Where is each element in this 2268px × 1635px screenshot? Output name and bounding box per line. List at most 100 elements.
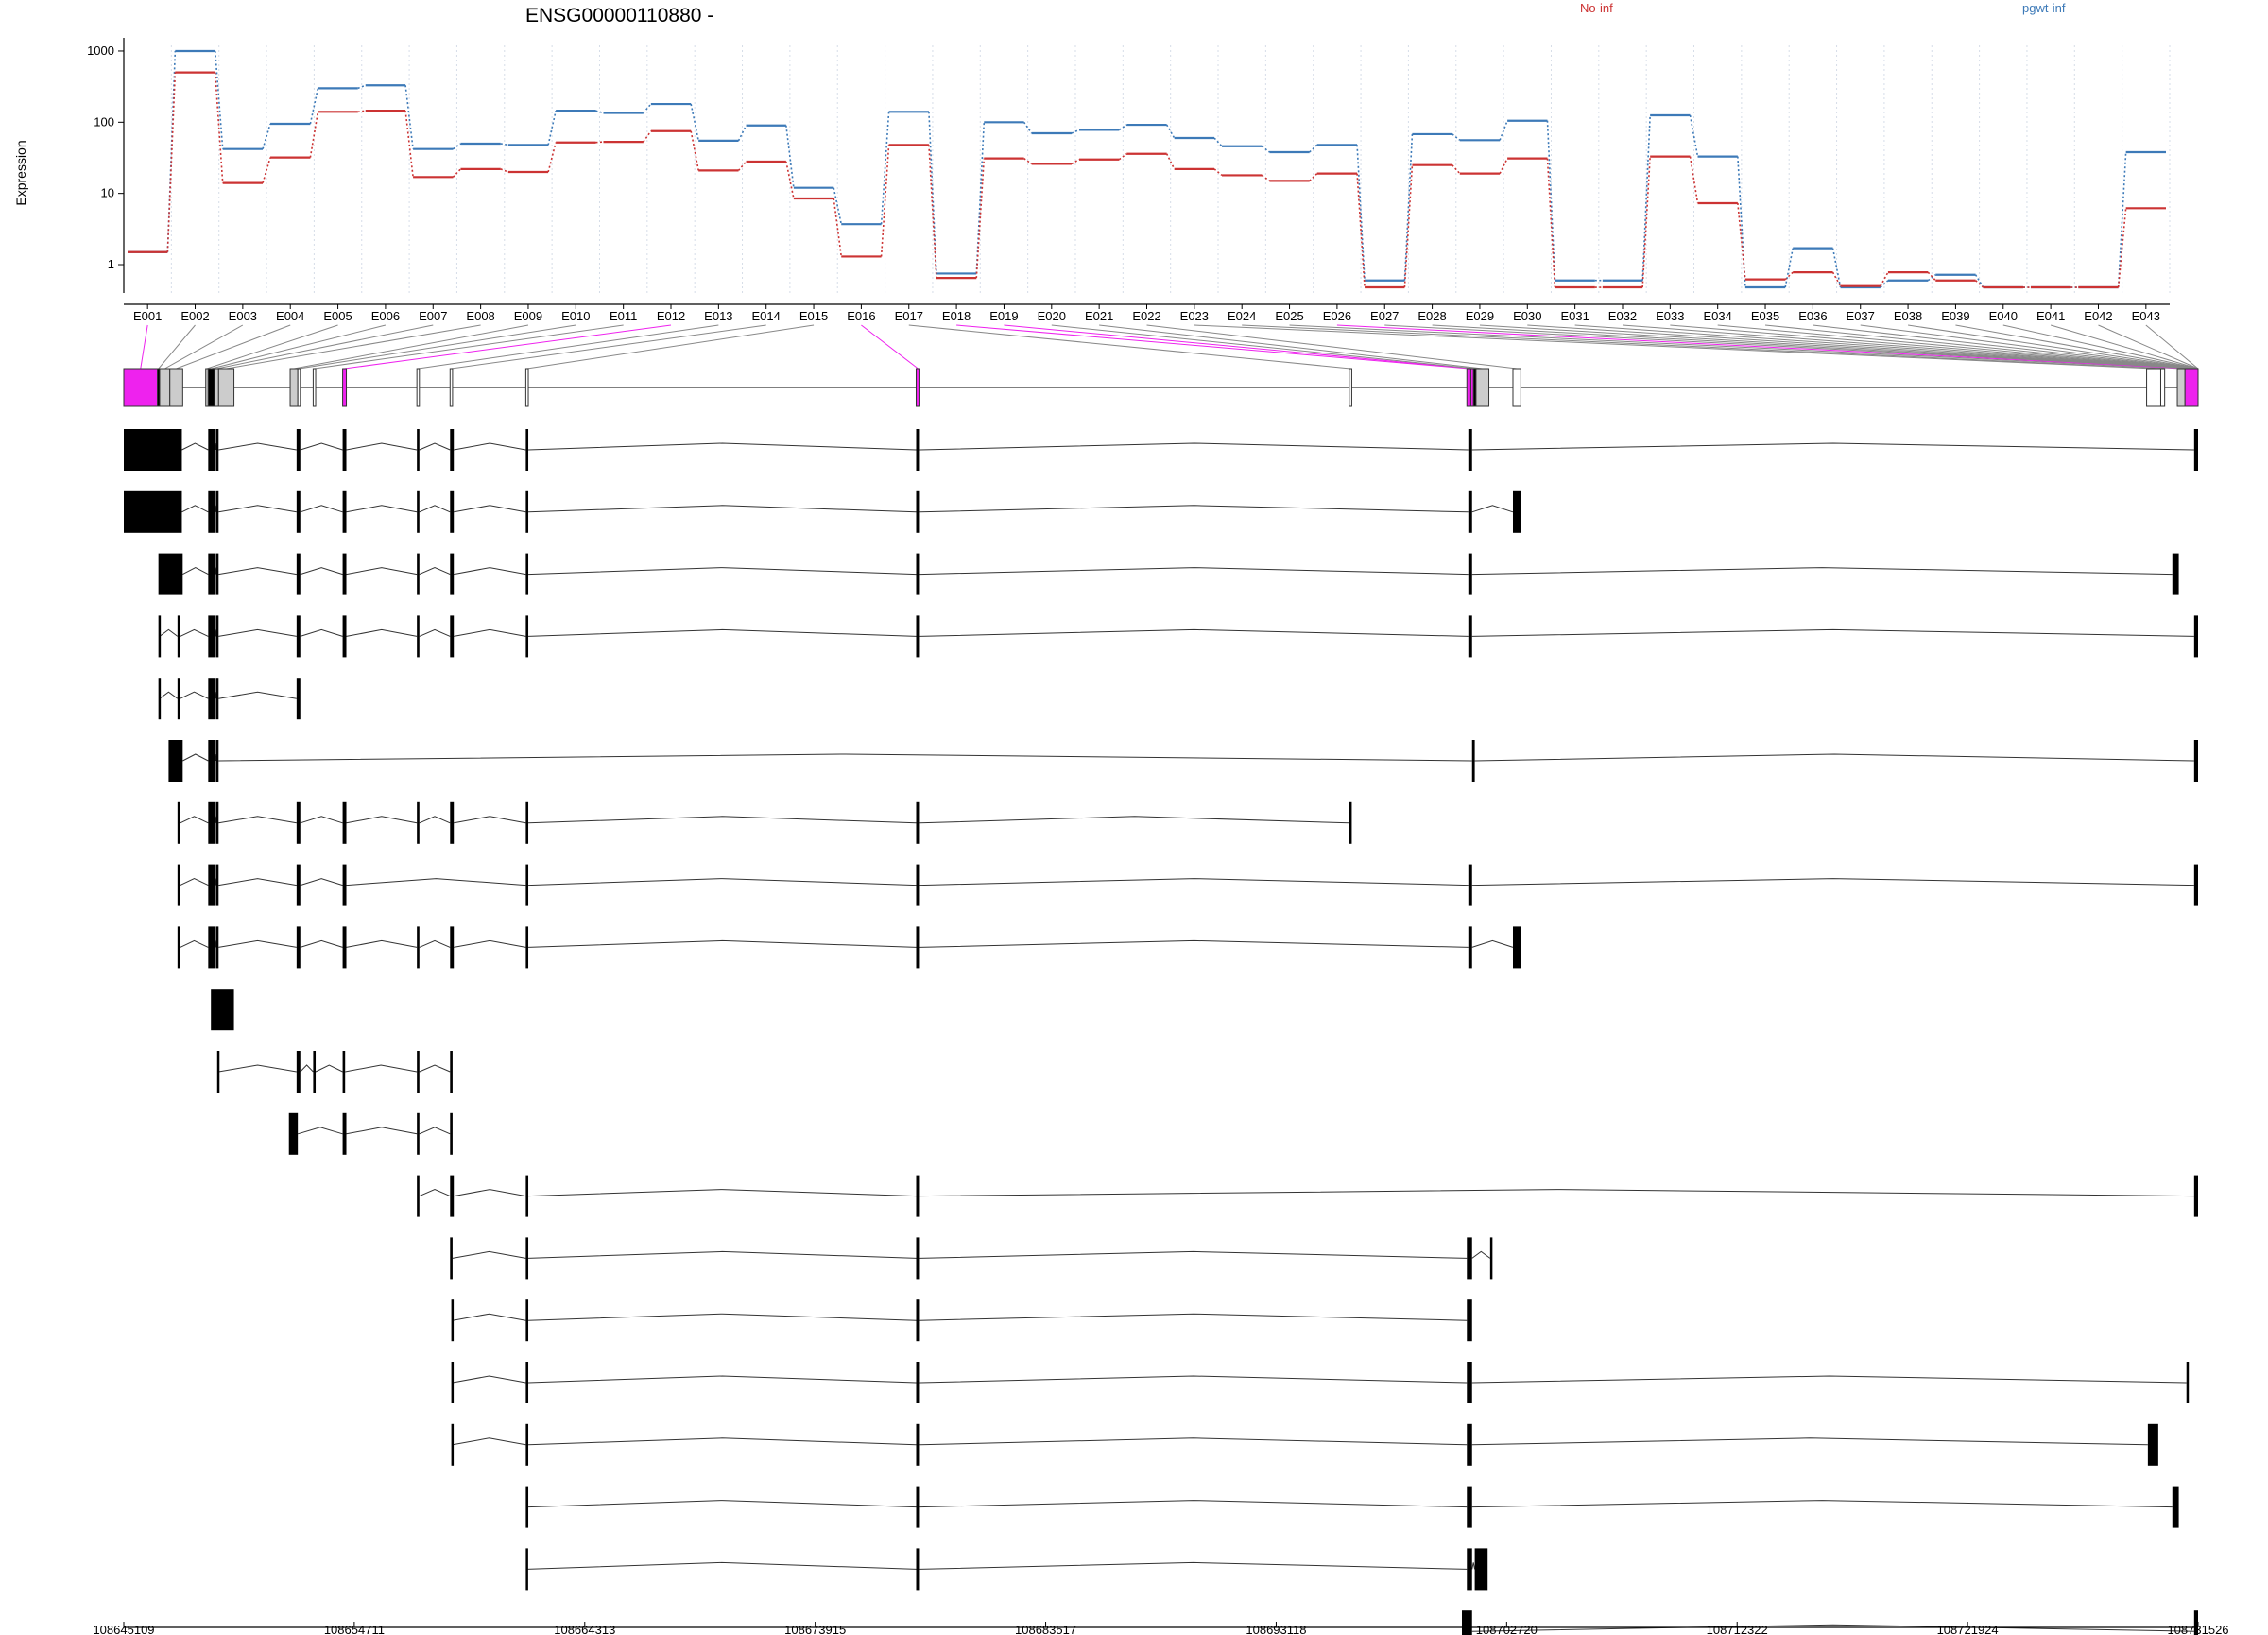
series-connector xyxy=(595,141,604,144)
transcript-exon xyxy=(342,553,347,595)
series-connector xyxy=(1403,164,1414,288)
transcript-exon xyxy=(1468,491,1472,533)
exon-connector xyxy=(216,324,434,370)
transcript-exon xyxy=(1467,1362,1472,1403)
transcript-exon xyxy=(417,491,420,533)
x-tick-label: E042 xyxy=(2084,309,2112,323)
exon-connector xyxy=(908,324,1351,370)
intron xyxy=(919,939,1469,948)
exon-connector xyxy=(206,324,338,370)
intron xyxy=(1474,753,2194,762)
transcript xyxy=(525,1548,1488,1591)
exon-connector xyxy=(1860,324,2199,370)
transcript xyxy=(124,491,1521,533)
transcript-exon xyxy=(211,989,234,1031)
transcript-exon xyxy=(124,429,182,471)
exon-connector xyxy=(164,324,244,370)
transcript-exon xyxy=(208,678,215,720)
gene-exon xyxy=(169,368,183,407)
gene-exon xyxy=(2176,368,2186,407)
transcript-exon xyxy=(916,1486,920,1528)
transcript-exon xyxy=(288,1112,299,1155)
genomic-tick-label: 108693118 xyxy=(1246,1623,1306,1635)
intron xyxy=(180,878,209,886)
x-tick-label: E040 xyxy=(1989,309,2018,323)
exon-connector xyxy=(1242,324,2163,370)
intron xyxy=(528,1313,917,1321)
intron xyxy=(346,939,418,948)
intron xyxy=(919,878,1469,886)
transcript xyxy=(124,429,2198,471)
exon-connector xyxy=(158,324,196,370)
intron xyxy=(452,1250,526,1259)
intron xyxy=(419,567,451,576)
x-tick-label: E041 xyxy=(2036,309,2065,323)
intron xyxy=(1471,1375,2187,1384)
transcript xyxy=(177,864,2198,906)
x-tick-label: E039 xyxy=(1941,309,1969,323)
intron xyxy=(528,1250,917,1259)
transcript-exon xyxy=(342,864,347,906)
transcript-exon xyxy=(177,615,180,658)
series-connector xyxy=(262,123,271,149)
gene-exon xyxy=(2159,368,2166,407)
transcript-exon xyxy=(215,740,219,782)
intron xyxy=(919,1375,1468,1384)
transcript xyxy=(158,615,2198,658)
transcript xyxy=(168,740,2198,782)
x-tick-label: E001 xyxy=(133,309,162,323)
series-connector xyxy=(1118,153,1127,161)
transcript-exon xyxy=(1512,491,1521,533)
transcript-exon xyxy=(313,1051,317,1093)
x-tick-label: E026 xyxy=(1323,309,1351,323)
x-tick-label: E010 xyxy=(561,309,590,323)
intron xyxy=(159,691,179,699)
series-connector xyxy=(1213,168,1223,177)
series-connector xyxy=(214,72,224,183)
intron xyxy=(300,628,343,637)
genomic-tick-label: 108721924 xyxy=(1937,1623,1999,1635)
series-connector xyxy=(785,125,795,188)
intron xyxy=(1471,1562,1476,1570)
transcript xyxy=(177,801,1352,844)
series-connector xyxy=(880,112,890,225)
intron xyxy=(300,505,343,513)
exon-connector xyxy=(1194,324,2155,370)
transcript-exon xyxy=(1468,553,1472,595)
series-connector xyxy=(1403,133,1414,281)
intron xyxy=(315,1064,343,1073)
exon-connector xyxy=(344,324,672,370)
transcript-exon xyxy=(208,801,215,844)
intron xyxy=(528,628,917,637)
transcript-exon xyxy=(296,801,301,844)
y-tick-label: 1 xyxy=(108,257,114,271)
intron xyxy=(528,1437,917,1446)
intron xyxy=(454,505,526,513)
transcript-exon xyxy=(450,1051,453,1093)
gene-exon xyxy=(2146,368,2161,407)
transcript-exon xyxy=(916,801,920,844)
series-connector xyxy=(833,187,843,225)
x-tick-label: E033 xyxy=(1656,309,1684,323)
intron xyxy=(346,816,418,824)
series-connector xyxy=(1689,156,1699,204)
exon-connector xyxy=(1908,324,2199,370)
gene-exon xyxy=(159,368,171,407)
intron xyxy=(180,628,209,637)
transcript-exon xyxy=(450,429,455,471)
series-connector xyxy=(2117,208,2127,288)
transcript-exon xyxy=(208,864,215,906)
transcript xyxy=(177,926,1521,969)
x-tick-label: E009 xyxy=(514,309,542,323)
gene-exon xyxy=(1349,368,1352,407)
x-tick-label: E013 xyxy=(704,309,732,323)
exon-connector xyxy=(418,324,719,370)
gene-exon xyxy=(416,368,421,407)
gene-exon xyxy=(342,368,348,407)
transcript-exon xyxy=(916,615,920,658)
genomic-axis: 108645109 108654711 108664313 108673915 1086… xyxy=(93,1622,2229,1635)
transcript-exon xyxy=(1471,740,1475,782)
series-connector xyxy=(1927,274,1936,282)
y-tick-label: 100 xyxy=(94,114,114,129)
